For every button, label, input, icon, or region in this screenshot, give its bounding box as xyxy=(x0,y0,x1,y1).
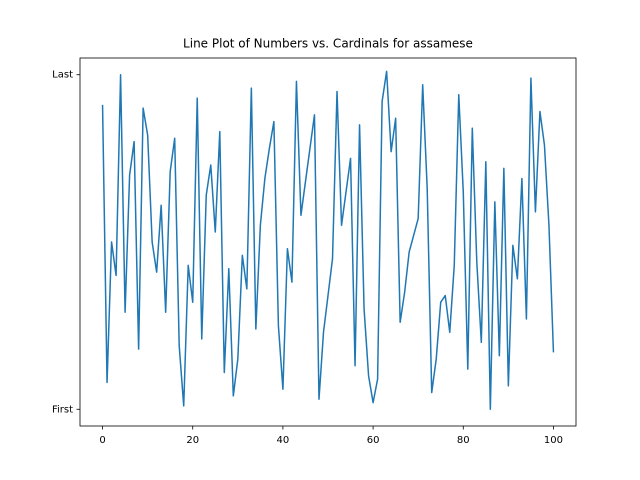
x-tick-label: 40 xyxy=(277,435,290,446)
x-tick-label: 100 xyxy=(544,435,563,446)
x-tick-label: 20 xyxy=(186,435,199,446)
y-tick-label: Last xyxy=(52,70,73,81)
plot-frame xyxy=(79,57,577,427)
x-tick-label: 0 xyxy=(99,435,105,446)
x-tick-label: 60 xyxy=(367,435,380,446)
data-line xyxy=(101,70,555,411)
x-tick-label: 80 xyxy=(457,435,470,446)
chart-title: Line Plot of Numbers vs. Cardinals for a… xyxy=(183,37,473,51)
y-tick-label: First xyxy=(52,404,73,415)
